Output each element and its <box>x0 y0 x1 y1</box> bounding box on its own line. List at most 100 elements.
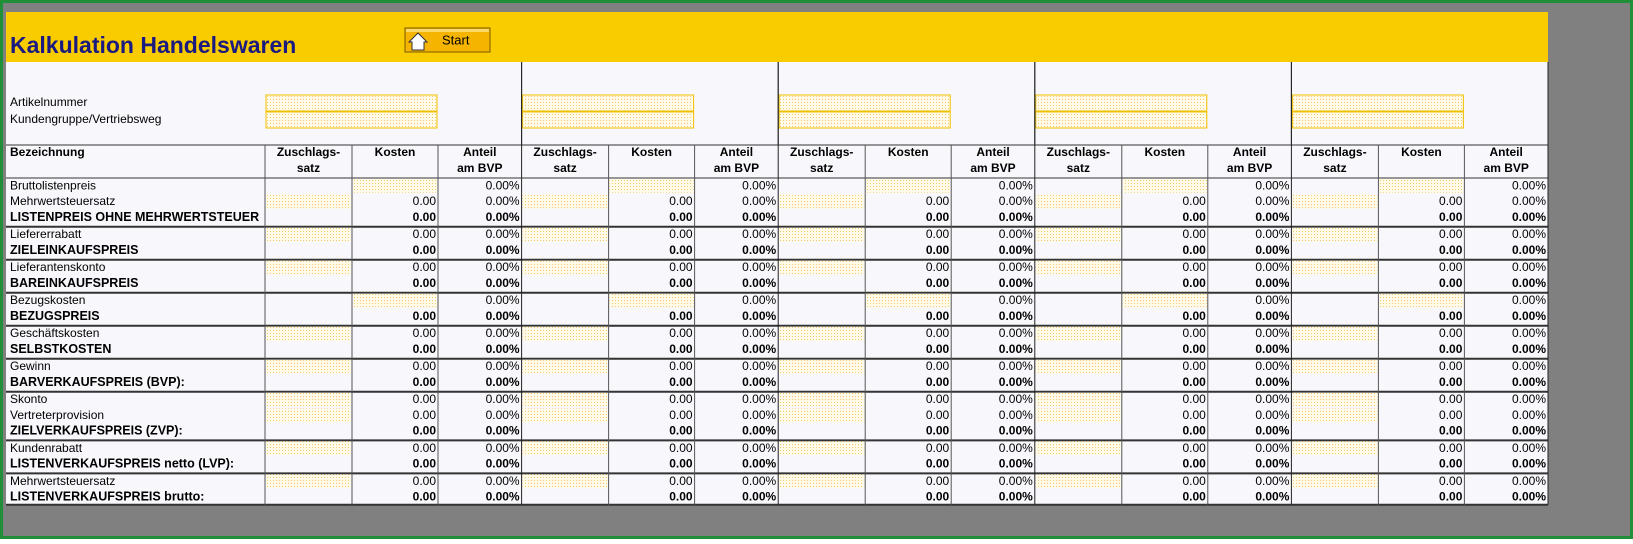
cell-value: 0.00 <box>1182 342 1206 356</box>
input-cell <box>522 408 608 423</box>
cell-value: 0.00% <box>1255 276 1289 290</box>
cell-value: 0.00 <box>1439 441 1463 455</box>
cell-value: 0.00% <box>486 243 520 257</box>
input-cell <box>266 474 351 489</box>
cell-value: 0.00 <box>926 408 950 422</box>
cell-value: 0.00 <box>1182 260 1206 274</box>
cell-value: 0.00% <box>742 457 776 471</box>
cell-value: 0.00 <box>1439 342 1463 356</box>
cell-value: 0.00 <box>1182 392 1206 406</box>
cell-value: 0.00% <box>742 375 776 389</box>
input-cell <box>266 227 351 242</box>
cell-value: 0.00 <box>1439 408 1463 422</box>
cell-value: 0.00 <box>1182 276 1206 290</box>
input-cell <box>522 326 608 341</box>
cell-value: 0.00% <box>999 408 1033 422</box>
cell-value: 0.00% <box>486 227 520 241</box>
input-cell <box>266 194 351 209</box>
cell-value: 0.00 <box>669 243 693 257</box>
row-label: Lieferantenskonto <box>10 260 106 274</box>
start-button[interactable]: Start <box>404 27 491 53</box>
cell-value: 0.00 <box>669 392 693 406</box>
cell-value: 0.00% <box>742 194 776 208</box>
cell-value: 0.00% <box>742 179 776 193</box>
cell-value: 0.00 <box>669 309 693 323</box>
cell-value: 0.00% <box>486 392 520 406</box>
cell-value: 0.00% <box>742 474 776 488</box>
input-cell <box>779 326 865 341</box>
cell-value: 0.00 <box>413 408 437 422</box>
column-header: Zuschlags- <box>533 145 596 159</box>
cell-value: 0.00% <box>1255 375 1289 389</box>
cell-value: 0.00% <box>1255 408 1289 422</box>
column-header: am BVP <box>714 161 759 175</box>
cell-value: 0.00 <box>926 309 950 323</box>
input-cell <box>1035 194 1121 209</box>
cell-value: 0.00 <box>926 194 950 208</box>
cell-value: 0.00% <box>999 227 1033 241</box>
cell-value: 0.00 <box>669 194 693 208</box>
row-label: LISTENPREIS OHNE MEHRWERTSTEUER <box>10 210 259 224</box>
cell-value: 0.00% <box>486 474 520 488</box>
cell-value: 0.00 <box>926 490 950 504</box>
cell-value: 0.00 <box>413 441 437 455</box>
row-label: Geschäftskosten <box>10 326 99 340</box>
cell-value: 0.00 <box>1439 309 1463 323</box>
cell-value: 0.00% <box>742 243 776 257</box>
input-cell <box>522 441 608 456</box>
cell-value: 0.00% <box>742 359 776 373</box>
cell-value: 0.00 <box>413 424 437 438</box>
cell-value: 0.00% <box>999 424 1033 438</box>
cell-value: 0.00 <box>926 210 950 224</box>
cell-value: 0.00% <box>1255 260 1289 274</box>
cell-value: 0.00 <box>1182 441 1206 455</box>
cell-value: 0.00 <box>413 243 437 257</box>
input-cell <box>1035 260 1121 275</box>
cell-value: 0.00 <box>669 342 693 356</box>
header-band <box>6 12 1548 62</box>
cell-value: 0.00% <box>999 243 1033 257</box>
input-cell <box>266 326 351 341</box>
column-header: am BVP <box>1484 161 1529 175</box>
cell-value: 0.00% <box>486 210 520 224</box>
cell-value: 0.00 <box>669 260 693 274</box>
cell-value: 0.00% <box>742 276 776 290</box>
cell-value: 0.00 <box>926 441 950 455</box>
cell-value: 0.00% <box>999 260 1033 274</box>
field-label: Kundengruppe/Vertriebsweg <box>10 112 161 126</box>
cell-value: 0.00% <box>1512 326 1546 340</box>
input-cell <box>266 359 351 374</box>
column-header: am BVP <box>970 161 1015 175</box>
cell-value: 0.00 <box>926 392 950 406</box>
column-header: Bezeichnung <box>10 145 85 159</box>
cell-value: 0.00% <box>999 490 1033 504</box>
cell-value: 0.00% <box>1512 227 1546 241</box>
cell-value: 0.00% <box>1512 474 1546 488</box>
cell-value: 0.00 <box>413 309 437 323</box>
input-cell <box>266 408 351 423</box>
cell-value: 0.00% <box>486 457 520 471</box>
cell-value: 0.00 <box>1182 490 1206 504</box>
input-cell <box>1292 408 1378 423</box>
cell-value: 0.00% <box>1512 210 1546 224</box>
input-cell <box>1292 227 1378 242</box>
input-cell <box>779 408 865 423</box>
cell-value: 0.00% <box>1255 474 1289 488</box>
cell-value: 0.00% <box>1512 194 1546 208</box>
cell-value: 0.00% <box>1255 243 1289 257</box>
cell-value: 0.00% <box>1255 457 1289 471</box>
column-header: Kosten <box>888 145 929 159</box>
cell-value: 0.00% <box>742 309 776 323</box>
row-label: ZIELVERKAUFSPREIS (ZVP): <box>10 424 183 438</box>
cell-value: 0.00% <box>486 276 520 290</box>
cell-value: 0.00 <box>669 227 693 241</box>
cell-value: 0.00% <box>486 293 520 307</box>
cell-value: 0.00% <box>1255 441 1289 455</box>
cell-value: 0.00 <box>1182 457 1206 471</box>
cell-value: 0.00% <box>999 179 1033 193</box>
input-field <box>778 111 951 129</box>
cell-value: 0.00 <box>669 490 693 504</box>
input-cell <box>779 474 865 489</box>
cell-value: 0.00% <box>742 260 776 274</box>
input-cell <box>1122 179 1207 193</box>
